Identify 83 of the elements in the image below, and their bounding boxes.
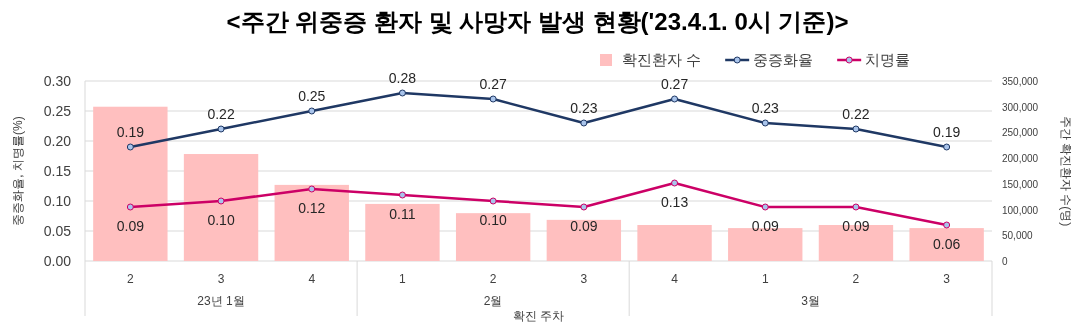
y-tick-label: 0.15: [43, 163, 72, 179]
data-label: 0.09: [842, 218, 870, 234]
chart-title: <주간 위중증 환자 및 사망자 발생 현황('23.4.1. 0시 기준)>: [226, 8, 849, 35]
data-label: 0.12: [298, 200, 326, 216]
y-axis-title: 중증화율, 치명률(%): [11, 116, 25, 226]
x-tick-label: 3: [217, 272, 225, 286]
point: [398, 89, 406, 97]
y2-tick-label: 350,000: [1002, 76, 1039, 87]
x-tick-label: 3: [943, 272, 951, 286]
x-tick-label: 1: [761, 272, 769, 286]
data-label: 0.09: [116, 218, 145, 234]
y-tick-label: 0.00: [43, 253, 72, 269]
y2-tick-label: 250,000: [1002, 127, 1039, 139]
point: [852, 125, 860, 133]
point: [761, 203, 769, 211]
point: [580, 203, 588, 211]
legend-label: 치명률: [865, 51, 911, 68]
bar: [365, 203, 440, 261]
y-tick-label: 0.10: [43, 193, 72, 209]
x-tick-label: 1: [399, 272, 407, 286]
data-label: 0.11: [389, 206, 416, 222]
data-label: 0.09: [751, 218, 780, 234]
y2-tick-label: 200,000: [1002, 153, 1039, 165]
bar: [183, 154, 259, 261]
x-tick-label: 2: [127, 272, 135, 286]
y-tick-label: 0.20: [43, 133, 72, 149]
data-label: 0.28: [388, 70, 417, 86]
point: [943, 221, 951, 229]
y-tick-label: 0.05: [43, 223, 72, 239]
y2-tick-label: 100,000: [1002, 204, 1039, 216]
y2-tick-label: 50,000: [1002, 230, 1034, 242]
data-label: 0.23: [751, 100, 780, 116]
y2-tick-label: 0: [1002, 256, 1008, 267]
bar: [909, 228, 984, 261]
point: [126, 143, 134, 151]
point: [217, 197, 225, 205]
x-tick-label: 2: [489, 272, 497, 286]
point: [671, 95, 679, 103]
y-tick-label: 0.30: [43, 73, 72, 89]
x-tick-label: 4: [671, 272, 679, 286]
point: [217, 125, 225, 133]
text: 2월: [483, 294, 503, 308]
point: [489, 197, 497, 205]
bar: [637, 225, 712, 261]
x-tick-label: 2: [852, 272, 860, 286]
point: [761, 119, 769, 127]
data-label: 0.22: [207, 106, 235, 122]
point: [671, 179, 679, 187]
point: [308, 185, 316, 193]
x-axis-title: 확진 주차: [512, 309, 565, 323]
point: [308, 107, 316, 115]
bar: [274, 184, 349, 261]
point: [489, 95, 497, 103]
x-tick-label: 4: [308, 272, 316, 286]
data-label: 0.25: [298, 88, 326, 104]
bar: [93, 106, 168, 261]
point: [580, 119, 588, 127]
bar: [546, 219, 622, 261]
legend-label: 중증화율: [753, 51, 814, 68]
y2-tick-label: 150,000: [1002, 178, 1039, 190]
point: [852, 203, 860, 211]
data-label: 0.19: [116, 124, 145, 140]
text: 23년 1월: [197, 294, 245, 308]
data-label: 0.09: [570, 218, 598, 234]
y2-tick-label: 300,000: [1002, 101, 1039, 113]
legend-label: 확진환자 수: [622, 51, 702, 68]
y2-axis-title: 주간 확진환자 수(명): [1059, 115, 1073, 227]
data-label: 0.23: [570, 100, 598, 116]
data-label: 0.19: [933, 124, 961, 140]
data-label: 0.22: [842, 106, 870, 122]
y-tick-label: 0.25: [43, 103, 72, 119]
data-label: 0.27: [479, 76, 507, 92]
bar: [455, 213, 531, 261]
point: [126, 203, 134, 211]
data-label: 0.10: [479, 212, 507, 228]
data-label: 0.13: [660, 194, 689, 210]
point: [398, 191, 406, 199]
text: 3월: [801, 294, 820, 308]
x-tick-label: 3: [580, 272, 588, 286]
data-label: 0.10: [207, 212, 235, 228]
data-label: 0.27: [660, 76, 689, 92]
data-label: 0.06: [933, 236, 961, 252]
point: [943, 143, 951, 151]
